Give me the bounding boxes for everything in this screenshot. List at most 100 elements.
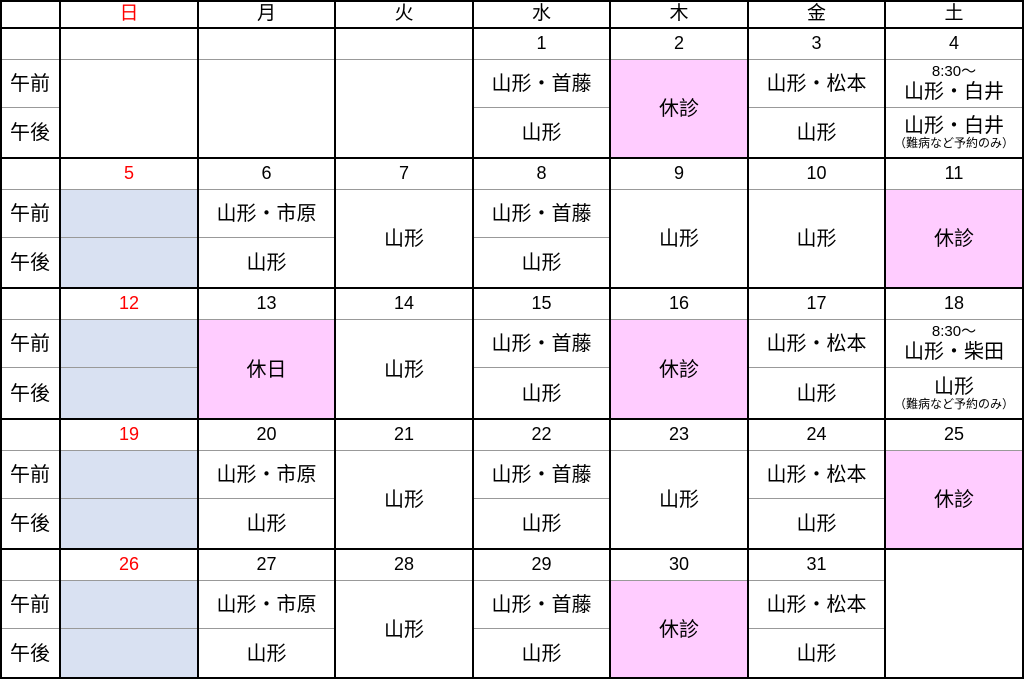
pm-cell	[60, 238, 198, 288]
pm-cell: 山形	[473, 238, 610, 288]
am-time-note: 8:30～	[931, 323, 977, 341]
date-number: 11	[885, 158, 1023, 190]
am-cell: 8:30～ 山形・白井	[885, 60, 1023, 108]
pm-cell	[60, 499, 198, 549]
day-cell	[198, 60, 335, 158]
am-cell: 8:30～ 山形・柴田	[885, 320, 1023, 368]
grid-line-vertical	[1022, 0, 1024, 679]
pm-cell: 山形	[748, 499, 885, 549]
pm-cell: 山形	[748, 108, 885, 158]
grid-line-horizontal	[0, 27, 1024, 29]
label-am: 午前	[0, 60, 60, 108]
pm-doctor: 山形	[521, 643, 562, 665]
date-number: 22	[473, 419, 610, 451]
pm-cell: 山形	[473, 368, 610, 419]
day-cell: 山形	[384, 489, 424, 511]
date-number: 2	[610, 28, 748, 60]
am-cell	[60, 581, 198, 629]
grid-line-vertical	[472, 0, 474, 679]
day-cell-empty	[885, 549, 1023, 679]
grid-line-vertical	[334, 0, 336, 679]
day-cell: 山形	[659, 228, 699, 250]
am-doctor: 山形・首藤	[491, 463, 592, 486]
weekday-header: 木	[669, 2, 689, 24]
pm-cell: 山形	[473, 108, 610, 158]
grid-line-vertical	[59, 0, 61, 679]
date-number: 16	[610, 288, 748, 320]
label-pm: 午後	[10, 382, 50, 405]
day-cell: 山形	[384, 619, 424, 641]
am-doctor: 山形・白井	[904, 80, 1004, 103]
pm-cell: 山形	[748, 368, 885, 419]
am-cell: 山形・市原	[198, 581, 335, 629]
am-cell: 山形・松本	[748, 60, 885, 108]
weekday-header: 火	[394, 2, 414, 24]
day-cell: 休診	[610, 60, 748, 158]
date-number: 1	[473, 28, 610, 60]
grid-line-vertical	[197, 0, 199, 679]
date-number: 13	[198, 288, 335, 320]
date-number: 29	[473, 549, 610, 581]
date-number: 17	[748, 288, 885, 320]
day-cell: 休診	[610, 320, 748, 419]
day-cell: 休診	[610, 581, 748, 679]
date-number: 7	[335, 158, 473, 190]
pm-cell: 山形	[198, 629, 335, 679]
date-number: 23	[610, 419, 748, 451]
weekday-header: 水	[531, 2, 551, 24]
grid-line-vertical	[609, 0, 611, 679]
am-cell	[60, 451, 198, 499]
label-date-row	[0, 288, 60, 320]
date-number: 24	[748, 419, 885, 451]
am-cell: 山形・松本	[748, 451, 885, 499]
day-cell: 山形	[659, 489, 699, 511]
pm-doctor: 山形・白井	[904, 115, 1004, 138]
weekday-header: 月	[256, 2, 276, 24]
pm-cell: 山形 （難病など予約のみ）	[885, 368, 1023, 419]
pm-doctor: 山形	[934, 375, 974, 398]
pm-doctor: 山形	[796, 643, 837, 665]
am-doctor: 山形・松本	[766, 593, 867, 616]
pm-cell	[60, 629, 198, 679]
day-cell: 休診	[885, 190, 1023, 288]
am-doctor: 山形・首藤	[491, 72, 592, 95]
grid-line-vertical	[0, 0, 2, 679]
am-cell: 山形・松本	[748, 581, 885, 629]
day-cell: 休診	[885, 451, 1023, 549]
pm-doctor: 山形	[796, 122, 837, 144]
pm-cell: 山形	[473, 629, 610, 679]
am-doctor: 山形・首藤	[491, 202, 592, 225]
pm-cell: 山形	[198, 238, 335, 288]
am-cell: 山形・首藤	[473, 190, 610, 238]
am-cell: 山形・首藤	[473, 581, 610, 629]
am-doctor: 山形・松本	[766, 72, 867, 95]
date-number: 4	[885, 28, 1023, 60]
date-number: 27	[198, 549, 335, 581]
date-number: 19	[60, 419, 198, 451]
date-number	[60, 28, 198, 60]
pm-doctor: 山形	[796, 382, 837, 405]
pm-cell: 山形	[473, 499, 610, 549]
pm-cell: 山形・白井 （難病など予約のみ）	[885, 108, 1023, 158]
day-cell: 山形	[384, 228, 424, 250]
am-time-note: 8:30～	[931, 63, 977, 81]
date-number: 15	[473, 288, 610, 320]
date-number: 18	[885, 288, 1023, 320]
pm-cell: 山形	[198, 499, 335, 549]
date-number: 3	[748, 28, 885, 60]
label-pm: 午後	[10, 122, 50, 144]
date-number: 21	[335, 419, 473, 451]
am-doctor: 山形・首藤	[491, 593, 592, 616]
label-pm: 午後	[10, 643, 50, 665]
label-pm: 午後	[10, 252, 50, 274]
grid-line-vertical	[884, 0, 886, 679]
label-date-row	[0, 28, 60, 60]
am-cell: 山形・市原	[198, 451, 335, 499]
grid-line-horizontal	[0, 0, 1024, 2]
pm-cell	[60, 368, 198, 419]
date-number: 30	[610, 549, 748, 581]
grid-line-vertical	[747, 0, 749, 679]
day-cell	[60, 60, 198, 158]
label-date-row	[0, 549, 60, 581]
am-cell	[60, 190, 198, 238]
